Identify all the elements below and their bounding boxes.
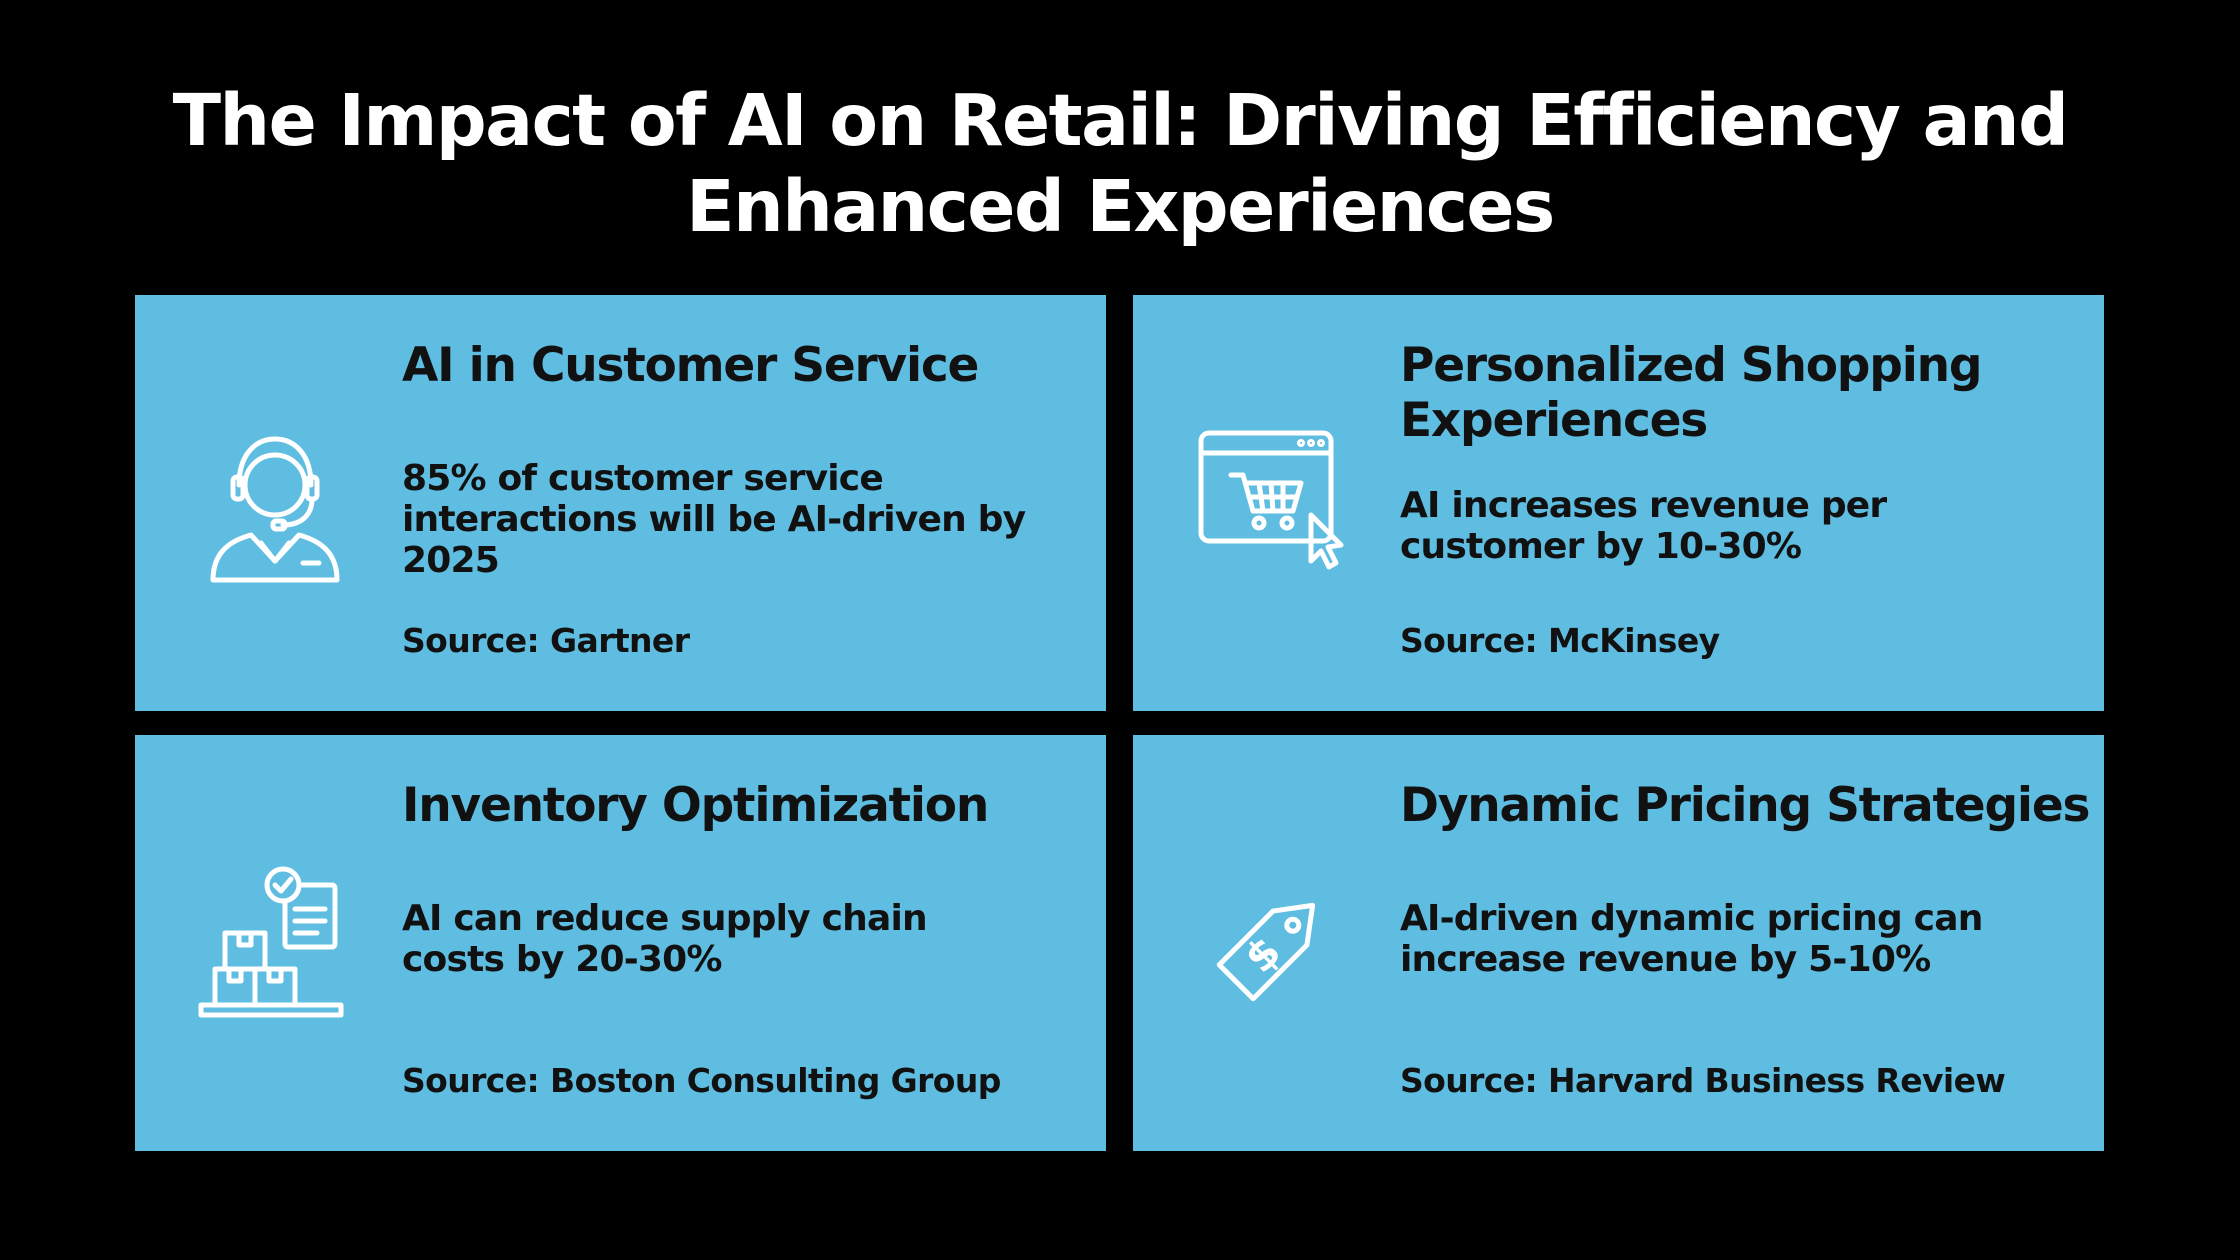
card-heading: AI in Customer Service	[402, 338, 979, 393]
card-source: Source: Boston Consulting Group	[402, 1061, 1001, 1100]
svg-text:$: $	[1235, 927, 1290, 982]
card-heading: Dynamic Pricing Strategies	[1400, 778, 2090, 833]
card-source: Source: McKinsey	[1400, 621, 1720, 660]
card-body: AI can reduce supply chain costs by 20-3…	[402, 898, 928, 980]
card-heading: Inventory Optimization	[402, 778, 989, 833]
online-shopping-cart-icon	[1193, 423, 1353, 583]
card-customer-service: AI in Customer Service 85% of customer s…	[135, 295, 1106, 711]
card-inventory-optimization: Inventory Optimization AI can reduce sup…	[135, 735, 1106, 1151]
card-dynamic-pricing: $ Dynamic Pricing Strategies AI-driven d…	[1133, 735, 2104, 1151]
price-tag-dollar-icon: $	[1193, 865, 1353, 1025]
page-title-line-2: Enhanced Experiences	[686, 165, 1555, 248]
card-body: AI-driven dynamic pricing can increase r…	[1400, 898, 1983, 980]
card-body: AI increases revenue per customer by 10-…	[1400, 485, 1887, 567]
card-source: Source: Harvard Business Review	[1400, 1061, 2006, 1100]
customer-support-headset-icon	[195, 425, 355, 585]
page-title-line-1: The Impact of AI on Retail: Driving Effi…	[172, 79, 2069, 162]
page-title: The Impact of AI on Retail: Driving Effi…	[0, 78, 2240, 250]
card-body: 85% of customer service interactions wil…	[402, 458, 1026, 581]
card-personalized-shopping: Personalized Shopping Experiences AI inc…	[1133, 295, 2104, 711]
card-heading: Personalized Shopping Experiences	[1400, 338, 1983, 448]
card-source: Source: Gartner	[402, 621, 690, 660]
inventory-boxes-checklist-icon	[195, 865, 355, 1025]
